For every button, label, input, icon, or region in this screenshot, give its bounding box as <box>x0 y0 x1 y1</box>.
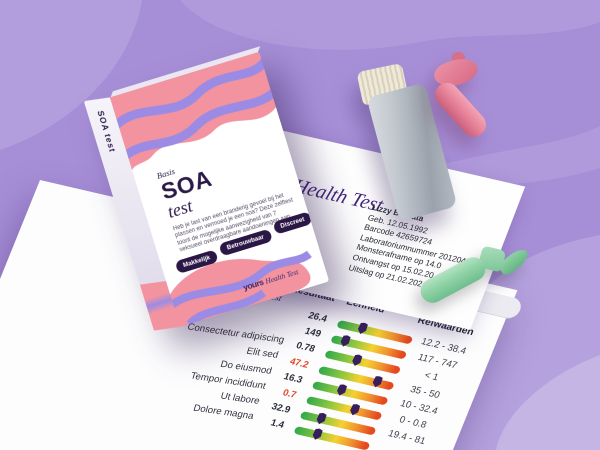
result-marker-icon <box>350 354 363 367</box>
box-front-panel: Basis SOA test Heb je last van een brand… <box>109 51 330 327</box>
box-side-label: SOA test <box>95 110 119 154</box>
result-marker-icon <box>348 403 361 416</box>
result-marker-icon <box>339 334 352 347</box>
result-marker-icon <box>311 428 324 441</box>
result-marker-icon <box>335 383 348 396</box>
test-box: SOA test Basis SOA test Heb je last van … <box>83 46 330 335</box>
tube-body <box>416 252 490 308</box>
result-marker-icon <box>356 322 369 335</box>
micro-tube-pink <box>430 50 517 147</box>
box-waves-bottom <box>166 250 312 327</box>
result-marker-icon <box>315 412 328 425</box>
tube-body <box>430 78 491 142</box>
box-waves-top <box>109 51 279 171</box>
micro-tube-green <box>416 240 538 315</box>
